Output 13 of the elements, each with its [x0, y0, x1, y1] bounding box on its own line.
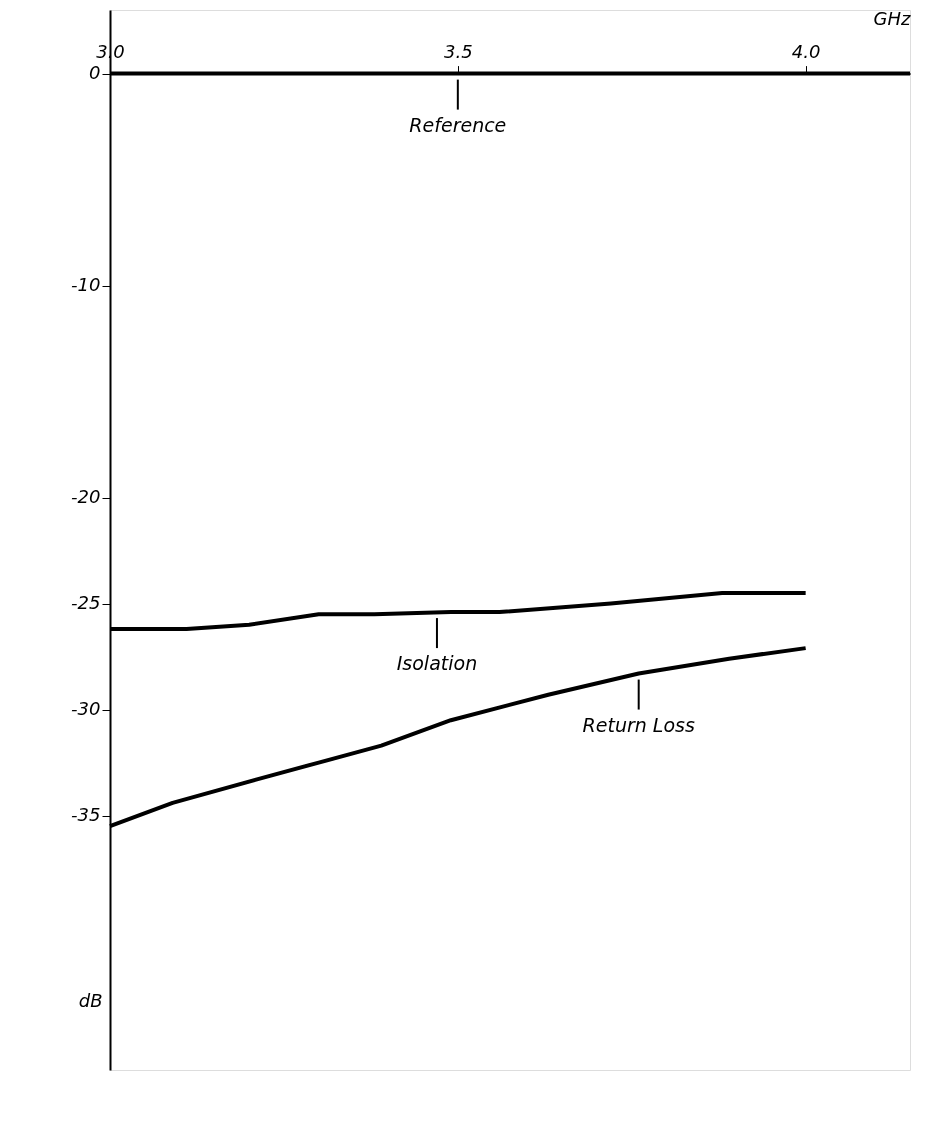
y-tick-label: -10	[71, 274, 101, 296]
y-axis-title: dB	[78, 989, 103, 1011]
legend-label: Reference	[409, 113, 507, 136]
x-tick-label: 4.0	[791, 41, 821, 63]
x-tick-label: 3.5	[444, 41, 473, 63]
y-tick-label: -35	[71, 804, 101, 826]
y-tick-label: -30	[71, 698, 101, 720]
y-tick-label: 0	[89, 62, 101, 84]
x-axis-title: GHz	[873, 8, 912, 30]
annotation: Return Loss	[582, 713, 695, 736]
annotation: Isolation	[396, 652, 478, 675]
y-tick-label: -20	[71, 486, 101, 508]
y-tick-label: -25	[71, 592, 101, 614]
